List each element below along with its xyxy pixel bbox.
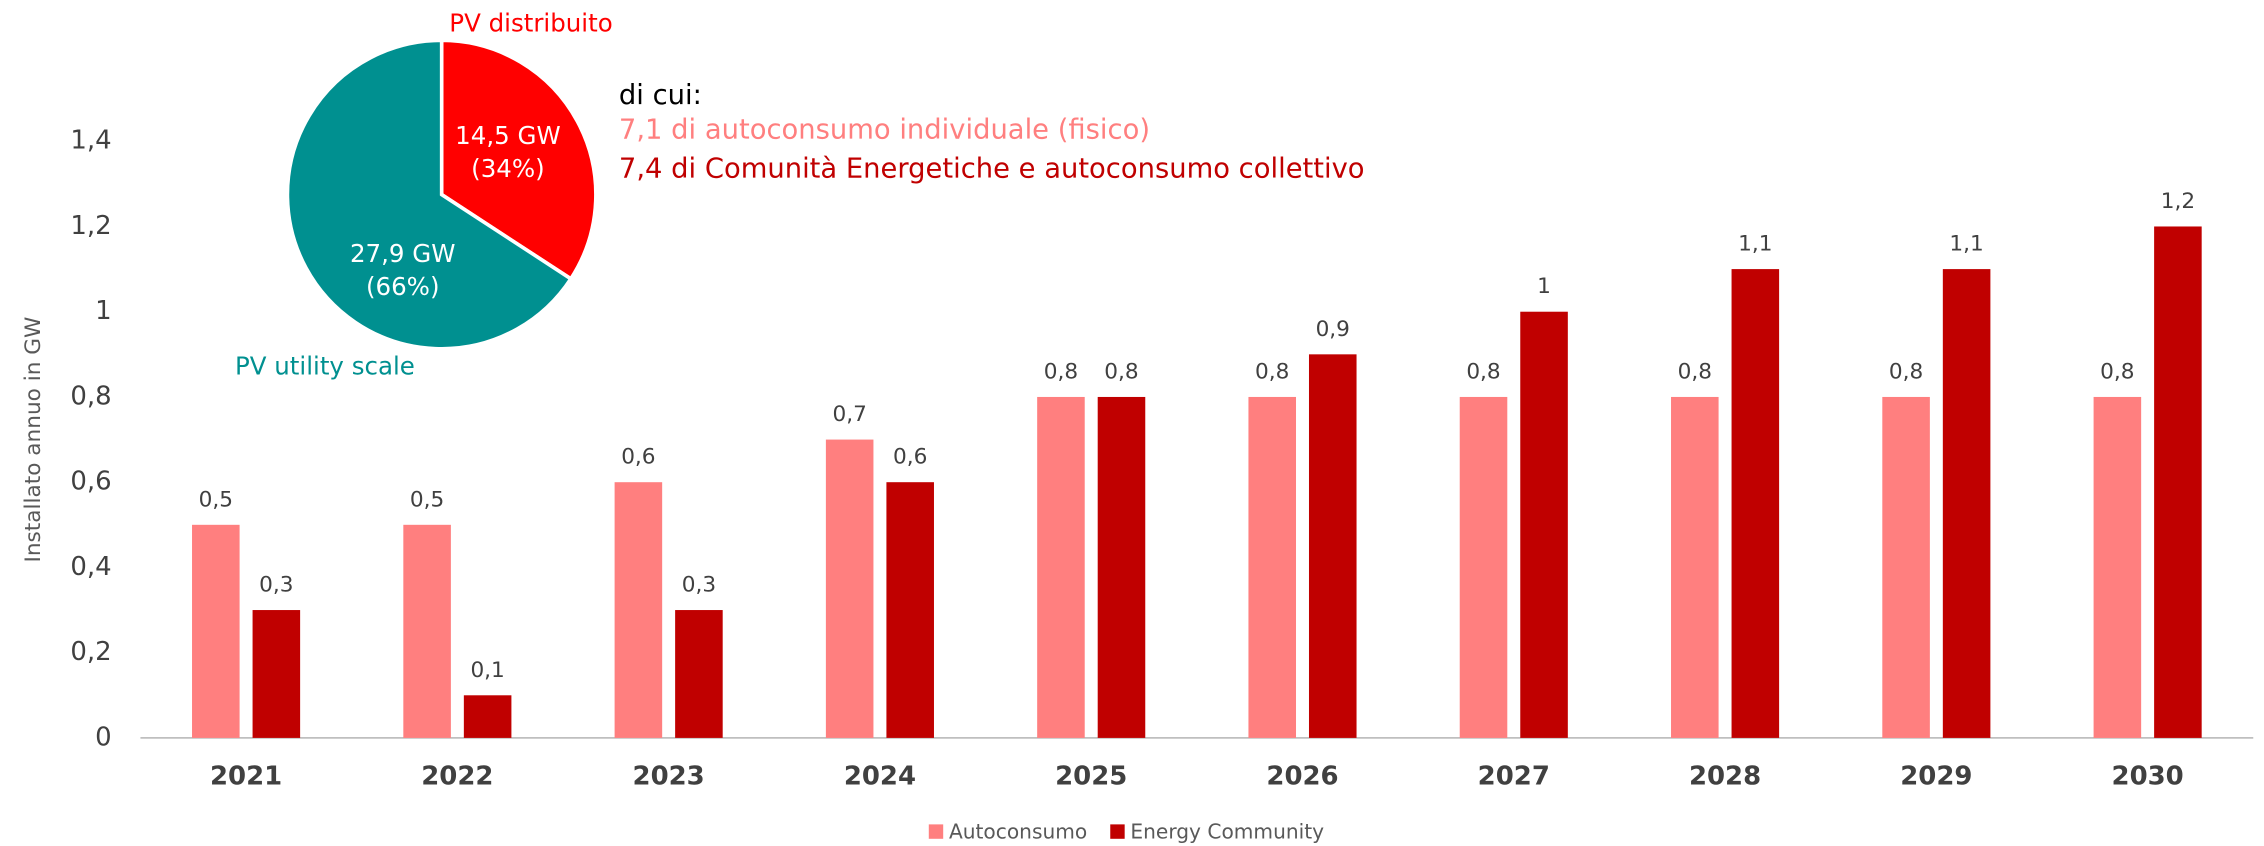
bar bbox=[1731, 269, 1780, 738]
data-label: 0,3 bbox=[259, 573, 293, 598]
x-tick-label: 2028 bbox=[1689, 761, 1761, 791]
data-label: 1,1 bbox=[1949, 232, 1983, 257]
bar bbox=[1942, 269, 1991, 738]
data-label: 0,8 bbox=[1104, 359, 1138, 384]
bar bbox=[1671, 396, 1719, 738]
bar bbox=[1097, 396, 1146, 738]
data-label: 0,5 bbox=[410, 487, 444, 512]
data-label: 0,5 bbox=[199, 487, 233, 512]
legend-label: Energy Community bbox=[1130, 820, 1324, 844]
bar bbox=[252, 610, 301, 738]
data-label: 0,8 bbox=[1466, 359, 1500, 384]
pie-slice bbox=[285, 38, 574, 351]
data-label: 0,3 bbox=[682, 573, 716, 598]
annotation: 7,4 di Comunità Energetiche e autoconsum… bbox=[619, 154, 1365, 185]
x-tick-label: 2024 bbox=[844, 761, 916, 791]
data-label: 0,7 bbox=[832, 402, 866, 427]
y-tick-label: 0,4 bbox=[70, 552, 111, 582]
data-label: 0,9 bbox=[1316, 317, 1350, 342]
data-label: 1,2 bbox=[2161, 189, 2195, 214]
x-tick-label: 2029 bbox=[1900, 761, 1972, 791]
data-label: 0,6 bbox=[893, 445, 927, 470]
data-label: 1,1 bbox=[1738, 232, 1772, 257]
slice-value-label: 27,9 GW bbox=[350, 239, 456, 268]
slice-percent-label: (66%) bbox=[366, 272, 440, 301]
bar bbox=[1882, 396, 1930, 738]
bar bbox=[2154, 226, 2202, 738]
data-label: 0,8 bbox=[1678, 359, 1712, 384]
bar bbox=[2093, 396, 2142, 738]
bar bbox=[886, 482, 934, 738]
bar bbox=[1459, 396, 1508, 738]
y-tick-label: 1,4 bbox=[70, 126, 111, 156]
slice-name: PV distribuito bbox=[449, 9, 612, 38]
legend-swatch bbox=[928, 824, 944, 839]
annotation: di cui: bbox=[619, 80, 702, 111]
y-axis-label: Installato annuo in GW bbox=[21, 317, 46, 563]
data-label: 0,1 bbox=[470, 658, 504, 683]
bar bbox=[1248, 396, 1297, 738]
legend-swatch bbox=[1110, 824, 1125, 839]
data-label: 0,8 bbox=[2100, 359, 2134, 384]
bar bbox=[463, 695, 512, 738]
x-tick-label: 2030 bbox=[2112, 761, 2184, 791]
x-tick-label: 2025 bbox=[1055, 761, 1127, 791]
bar bbox=[192, 524, 240, 738]
data-label: 0,8 bbox=[1255, 359, 1289, 384]
annotation: 7,1 di autoconsumo individuale (fisico) bbox=[619, 115, 1150, 146]
x-tick-label: 2021 bbox=[210, 761, 282, 791]
y-tick-label: 0,8 bbox=[70, 381, 111, 411]
legend-label: Autoconsumo bbox=[949, 820, 1087, 844]
y-tick-label: 0 bbox=[95, 722, 112, 752]
y-tick-label: 0,2 bbox=[70, 637, 111, 667]
x-tick-label: 2022 bbox=[421, 761, 493, 791]
bar bbox=[1308, 354, 1357, 738]
slice-name: PV utility scale bbox=[235, 352, 415, 381]
data-label: 0,8 bbox=[1044, 359, 1078, 384]
data-label: 0,8 bbox=[1889, 359, 1923, 384]
y-tick-label: 1 bbox=[95, 296, 112, 326]
x-tick-label: 2027 bbox=[1478, 761, 1550, 791]
y-tick-label: 1,2 bbox=[70, 211, 111, 241]
bar bbox=[614, 482, 663, 738]
bar bbox=[1037, 396, 1085, 738]
bar bbox=[1520, 311, 1568, 738]
slice-percent-label: (34%) bbox=[471, 154, 545, 183]
x-tick-label: 2023 bbox=[633, 761, 705, 791]
bar bbox=[403, 524, 451, 738]
x-tick-label: 2026 bbox=[1266, 761, 1338, 791]
data-label: 1 bbox=[1537, 274, 1551, 299]
slice-value-label: 14,5 GW bbox=[455, 121, 561, 150]
y-tick-label: 0,6 bbox=[70, 467, 111, 497]
bar bbox=[675, 610, 723, 738]
bar bbox=[825, 439, 874, 738]
data-label: 0,6 bbox=[621, 445, 655, 470]
